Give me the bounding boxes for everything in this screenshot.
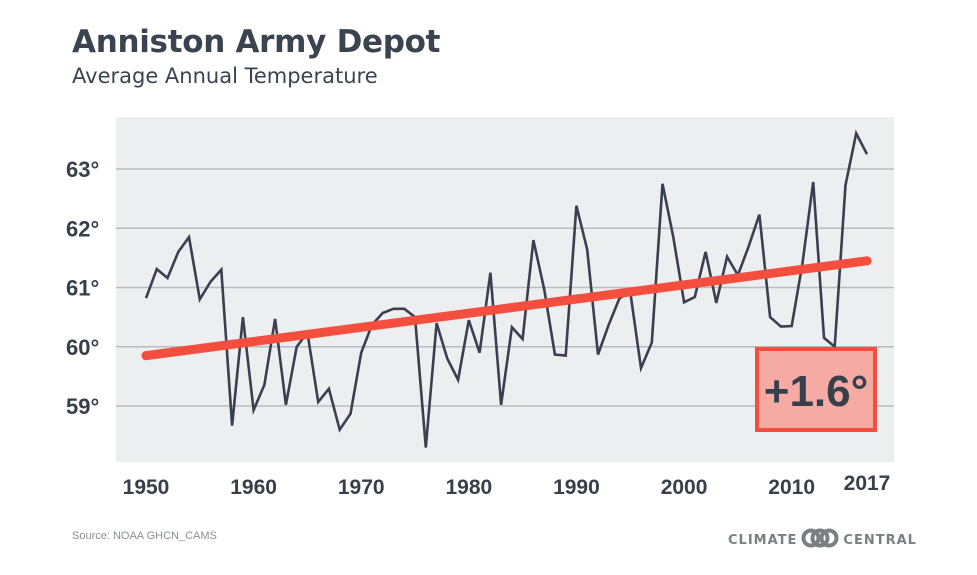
x-tick-label: 1950 bbox=[123, 476, 170, 499]
chart-subtitle: Average Annual Temperature bbox=[72, 64, 378, 88]
x-tick-label: 1990 bbox=[553, 476, 600, 499]
y-tick-label: 60° bbox=[66, 335, 99, 360]
y-axis-ticks: 59° 60° 61° 62° 63° bbox=[66, 157, 99, 419]
y-tick-label: 62° bbox=[66, 216, 99, 241]
x-tick-label: 1970 bbox=[338, 476, 385, 499]
brand-right-text: CENTRAL bbox=[843, 532, 917, 548]
change-badge-label: +1.6° bbox=[764, 367, 868, 416]
y-tick-label: 63° bbox=[66, 157, 99, 182]
temperature-series-line bbox=[144, 129, 869, 448]
chart-title: Anniston Army Depot bbox=[72, 24, 441, 60]
climate-central-logo: CLIMATE CENTRAL bbox=[728, 528, 917, 552]
interlocking-rings-icon bbox=[801, 528, 839, 552]
y-tick-label: 61° bbox=[66, 276, 99, 301]
x-tick-label: 1960 bbox=[230, 476, 277, 499]
x-axis-ticks: 1950 1960 1970 1980 1990 2000 2010 2017 bbox=[123, 472, 891, 499]
x-tick-label: 2010 bbox=[768, 476, 815, 499]
change-badge-box bbox=[755, 347, 877, 432]
trend-line bbox=[141, 256, 872, 361]
change-badge: +1.6° bbox=[755, 347, 877, 432]
y-tick-label: 59° bbox=[66, 394, 99, 419]
x-tick-label: 2000 bbox=[661, 476, 708, 499]
source-note: Source: NOAA GHCN_CAMS bbox=[72, 530, 217, 542]
x-tick-label: 1980 bbox=[445, 476, 492, 499]
x-tick-label: 2017 bbox=[844, 472, 891, 495]
brand-left-text: CLIMATE bbox=[728, 532, 798, 548]
